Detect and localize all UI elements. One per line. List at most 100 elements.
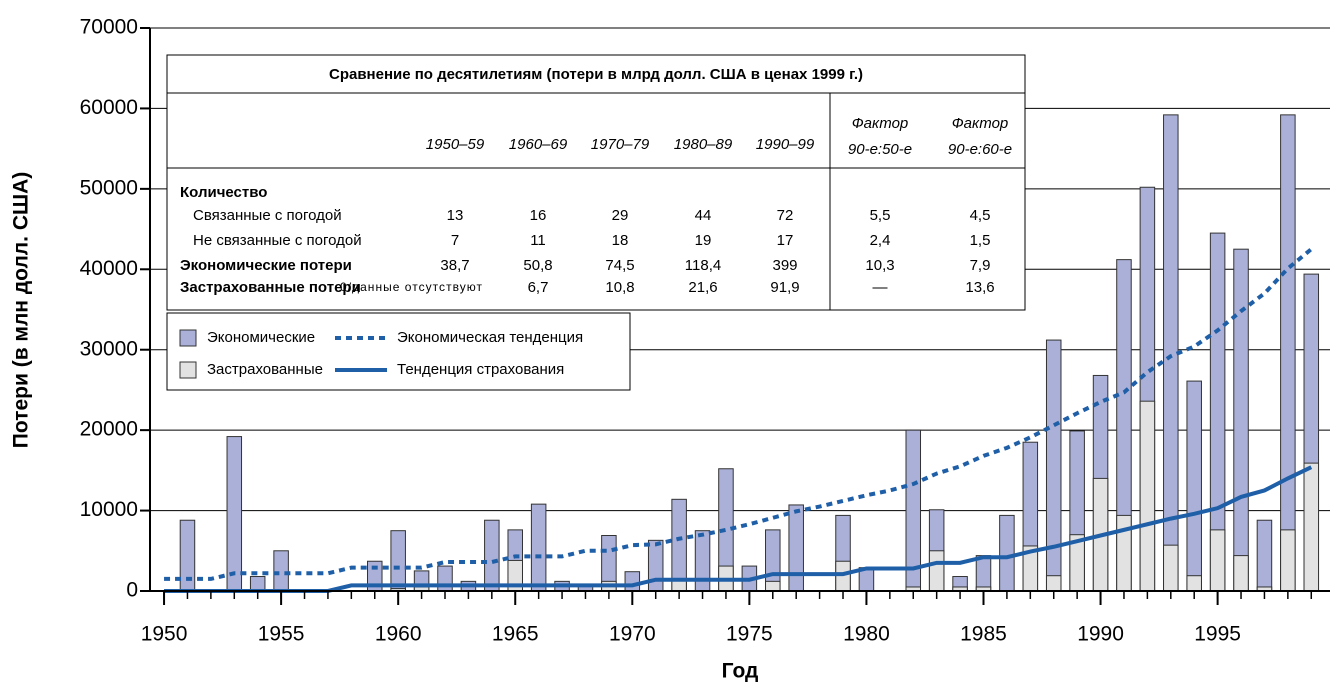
- y-tick-label: 70000: [80, 16, 138, 39]
- cell: 44: [695, 207, 712, 224]
- row-label: Количество: [180, 184, 267, 201]
- column-header: Фактор: [952, 115, 1009, 132]
- x-tick-label: 1965: [492, 623, 539, 646]
- cell: 6,7: [528, 279, 549, 296]
- cell: 399: [772, 257, 797, 274]
- column-header: 1980–89: [674, 136, 733, 153]
- cell: 21,6: [688, 279, 717, 296]
- bar: [1280, 114, 1296, 592]
- row-label: Застрахованные потери: [180, 279, 361, 296]
- cell: 10,3: [865, 257, 894, 274]
- bar: [671, 580, 687, 592]
- legend-label: Тенденция страхования: [397, 361, 564, 378]
- column-header: 90-е:60-е: [948, 141, 1012, 158]
- y-tick-label: 10000: [80, 498, 138, 521]
- trend-line: [164, 465, 1313, 593]
- legend-box: [166, 312, 631, 391]
- cell: 1,5: [970, 232, 991, 249]
- x-tick-label: 1995: [1194, 623, 1241, 646]
- legend-label: Застрахованные: [207, 361, 323, 378]
- bar: [273, 550, 289, 592]
- y-tick-label: 60000: [80, 96, 138, 119]
- cell: 29: [612, 207, 629, 224]
- bar: [624, 571, 641, 592]
- table-box: [166, 54, 1026, 311]
- bar: [1186, 380, 1202, 592]
- x-tick-label: 1950: [141, 623, 188, 646]
- bar: [999, 514, 1015, 592]
- cell: 0/данные отсутствуют: [340, 280, 483, 294]
- cell: —: [873, 279, 888, 296]
- bar: [1280, 529, 1296, 592]
- marks: [164, 114, 1320, 593]
- x-tick-label: 1960: [375, 623, 422, 646]
- bar: [530, 503, 547, 592]
- bar: [1045, 575, 1062, 592]
- x-tick-label: 1985: [960, 623, 1007, 646]
- x-tick-label: 1955: [258, 623, 305, 646]
- bar: [975, 555, 992, 592]
- cell: 18: [612, 232, 629, 249]
- cell: 72: [777, 207, 794, 224]
- y-tick-label: 20000: [80, 418, 138, 441]
- row-label: Связанные с погодой: [193, 207, 342, 224]
- y-tick-label: 50000: [80, 176, 138, 199]
- x-tick-label: 1970: [609, 623, 656, 646]
- legend-label: Экономические: [207, 329, 315, 346]
- bar: [249, 576, 266, 592]
- cell: 2,4: [870, 232, 891, 249]
- y-tick-label: 30000: [80, 337, 138, 360]
- cell: 50,8: [523, 257, 552, 274]
- cell: 91,9: [770, 279, 799, 296]
- x-axis-label: Год: [722, 660, 759, 683]
- table-title: Сравнение по десятилетиям (потери в млрд…: [329, 66, 863, 83]
- y-tick-label: 0: [126, 579, 138, 602]
- column-header: 1990–99: [756, 136, 815, 153]
- column-header: 1950–59: [426, 136, 485, 153]
- bar: [1209, 529, 1226, 592]
- cell: 38,7: [440, 257, 469, 274]
- cell: 5,5: [870, 207, 891, 224]
- bar: [226, 436, 243, 592]
- bar: [1233, 248, 1249, 592]
- bar: [928, 550, 945, 592]
- cell: 11: [530, 232, 546, 249]
- bar: [1163, 544, 1179, 592]
- row-label: Не связанные с погодой: [193, 232, 362, 249]
- column-header: 1970–79: [591, 136, 650, 153]
- cell: 7,9: [970, 257, 991, 274]
- legend-swatch: [179, 361, 197, 379]
- trend-line: [164, 247, 1313, 581]
- column-header: 90-е:50-е: [848, 141, 912, 158]
- cell: 4,5: [970, 207, 991, 224]
- bar: [647, 539, 664, 592]
- cell: 74,5: [605, 257, 634, 274]
- row-label: Экономические потери: [180, 257, 352, 274]
- column-header: 1960–69: [509, 136, 568, 153]
- cell: 17: [777, 232, 794, 249]
- bar: [765, 580, 781, 592]
- x-tick-label: 1980: [843, 623, 890, 646]
- bar: [1139, 400, 1156, 592]
- x-tick-label: 1990: [1077, 623, 1124, 646]
- bar: [671, 498, 687, 592]
- y-tick-label: 40000: [80, 257, 138, 280]
- column-header: Фактор: [852, 115, 909, 132]
- bar: [835, 560, 851, 592]
- y-axis-label: Потери (в млн долл. США): [10, 172, 33, 448]
- cell: 13,6: [965, 279, 994, 296]
- bar: [1303, 462, 1320, 592]
- cell: 7: [451, 232, 459, 249]
- x-tick-label: 1975: [726, 623, 773, 646]
- cell: 19: [695, 232, 712, 249]
- legend-swatch: [179, 329, 197, 347]
- bar: [1233, 555, 1249, 592]
- cell: 13: [447, 207, 464, 224]
- axes: 0100002000030000400005000060000700001950…: [80, 16, 1330, 646]
- bar: [788, 504, 804, 592]
- bar: [484, 519, 500, 592]
- bar: [694, 530, 711, 592]
- bar: [1256, 519, 1273, 592]
- cell: 10,8: [605, 279, 634, 296]
